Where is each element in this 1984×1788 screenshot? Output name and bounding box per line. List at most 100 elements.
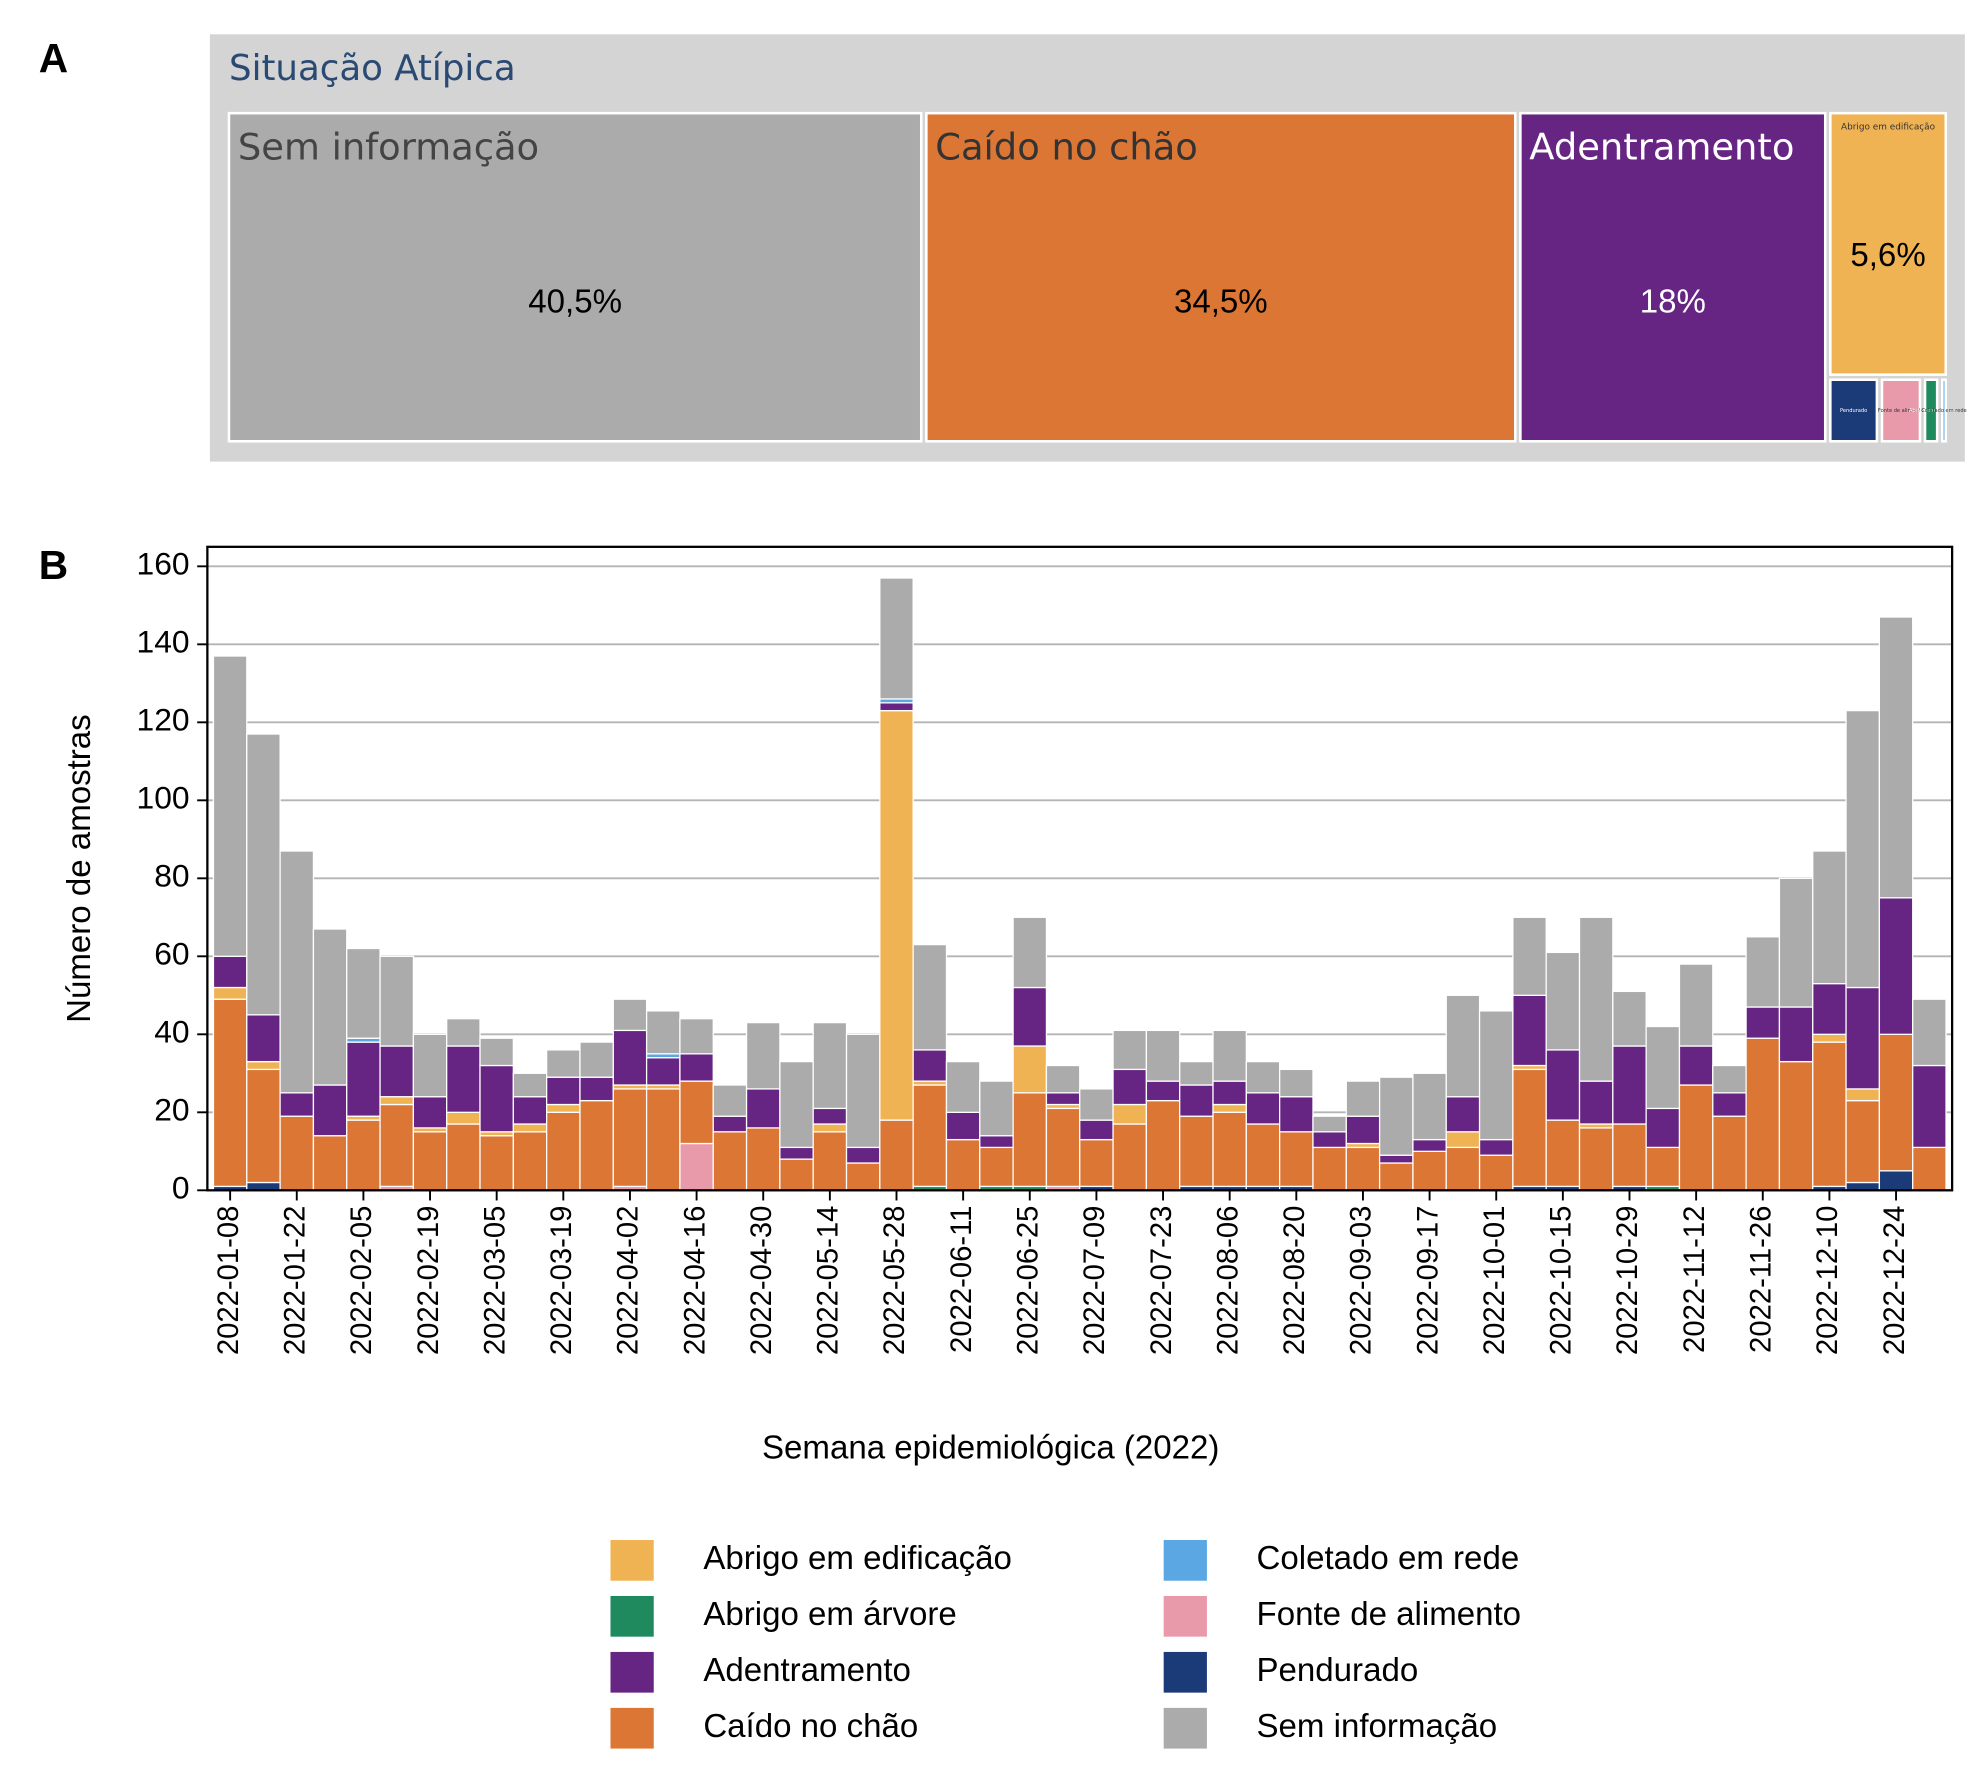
bar-segment <box>779 1158 814 1191</box>
bar-segment <box>912 1049 948 1082</box>
x-tick-label: 2022-10-01 <box>1479 1206 1511 1356</box>
bar-segment <box>346 1041 381 1117</box>
x-tick-label: 2022-05-14 <box>813 1206 845 1356</box>
legend-label: Fonte de alimento <box>1257 1596 1522 1633</box>
treemap-value-label: 34,5% <box>1174 284 1268 321</box>
bar-segment <box>1912 1146 1947 1191</box>
treemap-label: Adentramento <box>1529 125 1794 168</box>
bar-segment <box>1345 1146 1381 1191</box>
bar-segment <box>1445 994 1481 1098</box>
bar-segment <box>546 1049 581 1078</box>
y-tick-label: 120 <box>137 702 190 738</box>
y-tick-label: 100 <box>137 780 190 816</box>
legend-swatch <box>1163 1540 1207 1581</box>
bar-segment <box>1678 963 1714 1047</box>
bar-segment <box>1778 877 1814 1008</box>
bar-segment <box>1545 1049 1581 1121</box>
bar-segment <box>1645 1025 1681 1110</box>
x-tick-label: 2022-09-03 <box>1346 1206 1378 1356</box>
bar-segment <box>1612 1045 1647 1125</box>
x-tick-label: 2022-08-20 <box>1279 1206 1311 1356</box>
bar-segment <box>1179 1115 1214 1188</box>
x-tick-label: 2022-03-19 <box>546 1206 578 1356</box>
treemap-cell <box>1880 378 1922 443</box>
bar-segment <box>1845 1181 1881 1191</box>
bar-segment <box>1812 1041 1847 1188</box>
bar-segment <box>879 577 914 700</box>
treemap-cell <box>1519 111 1827 443</box>
bar-segment <box>845 1146 881 1164</box>
bar-segment <box>1712 1064 1747 1094</box>
bar-segment <box>479 1037 514 1067</box>
bar-segment <box>1378 1162 1414 1191</box>
x-tick-label: 2022-05-28 <box>879 1206 911 1356</box>
bar-segment <box>612 1088 648 1188</box>
bar-segment <box>1212 1103 1247 1113</box>
treemap-cell <box>1829 378 1879 443</box>
bar-segment <box>1612 990 1647 1047</box>
bar-segment <box>1512 1068 1547 1188</box>
bar-segment <box>1478 1138 1514 1156</box>
bar-segment <box>479 1064 514 1133</box>
x-tick-label: 2022-09-17 <box>1412 1206 1444 1356</box>
x-tick-label: 2022-02-05 <box>346 1206 378 1356</box>
x-tick-label: 2022-03-05 <box>479 1206 511 1356</box>
bar-segment <box>779 1146 814 1160</box>
y-tick-label: 40 <box>154 1014 189 1050</box>
bar-segment <box>879 1119 914 1191</box>
bar-segment <box>1312 1115 1347 1133</box>
bar-segment <box>279 1092 315 1117</box>
legend-label: Sem informação <box>1257 1708 1498 1745</box>
bar-segment <box>679 1142 714 1191</box>
legend-swatch <box>1163 1651 1207 1693</box>
bar-segment <box>745 1021 781 1090</box>
y-tick-label: 140 <box>137 624 190 660</box>
bar-segment <box>346 947 381 1039</box>
bar-segment <box>679 1053 714 1082</box>
x-tick-label: 2022-11-12 <box>1679 1206 1711 1353</box>
plot-frame <box>206 545 1954 1192</box>
y-tick-label: 160 <box>137 546 190 582</box>
bar-segment <box>1312 1146 1347 1191</box>
bar-segment <box>279 1115 315 1191</box>
bar-segment <box>279 850 315 1094</box>
bar-segment <box>246 1014 281 1063</box>
bar-segment <box>1212 1029 1247 1082</box>
x-tick-label: 2022-10-29 <box>1612 1206 1644 1356</box>
bar-segment <box>1712 1092 1747 1117</box>
bar-segment <box>1812 982 1847 1035</box>
treemap-title: Situação Atípica <box>229 48 516 89</box>
bar-segment <box>1445 1146 1481 1191</box>
bar-segment <box>945 1111 981 1141</box>
bar-segment <box>412 1033 448 1098</box>
legend-swatch <box>610 1540 654 1581</box>
bar-segment <box>212 986 248 1000</box>
bar-segment <box>1645 1146 1681 1188</box>
bar-segment <box>212 955 248 989</box>
legend-label: Coletado em rede <box>1257 1540 1520 1577</box>
bar-segment <box>845 1162 881 1191</box>
bar-segment <box>1245 1092 1281 1125</box>
legend-label: Adentramento <box>703 1652 911 1689</box>
treemap-label: Caído no chão <box>935 125 1198 168</box>
bar-segment <box>1478 1154 1514 1191</box>
bar-segment <box>1412 1150 1447 1191</box>
bar-segment <box>512 1123 548 1133</box>
bar-segment <box>1345 1115 1381 1145</box>
legend-swatch <box>1163 1595 1207 1637</box>
legend-swatch <box>1163 1707 1207 1749</box>
bar-segment <box>1212 1111 1247 1188</box>
legend-label: Abrigo em árvore <box>703 1596 956 1633</box>
treemap-cell <box>1940 378 1948 443</box>
bar-segment <box>446 1018 481 1047</box>
bar-segment <box>379 1096 415 1106</box>
bar-segment <box>212 998 248 1188</box>
bar-segment <box>1145 1080 1181 1102</box>
bar-segment <box>1045 1064 1081 1094</box>
legend-label: Abrigo em edificação <box>703 1540 1012 1577</box>
bar-segment <box>246 1181 281 1191</box>
bar-segment <box>1378 1154 1414 1164</box>
bar-segment <box>212 655 248 957</box>
bar-segment <box>1578 916 1614 1082</box>
bar-segment <box>1845 1099 1881 1184</box>
